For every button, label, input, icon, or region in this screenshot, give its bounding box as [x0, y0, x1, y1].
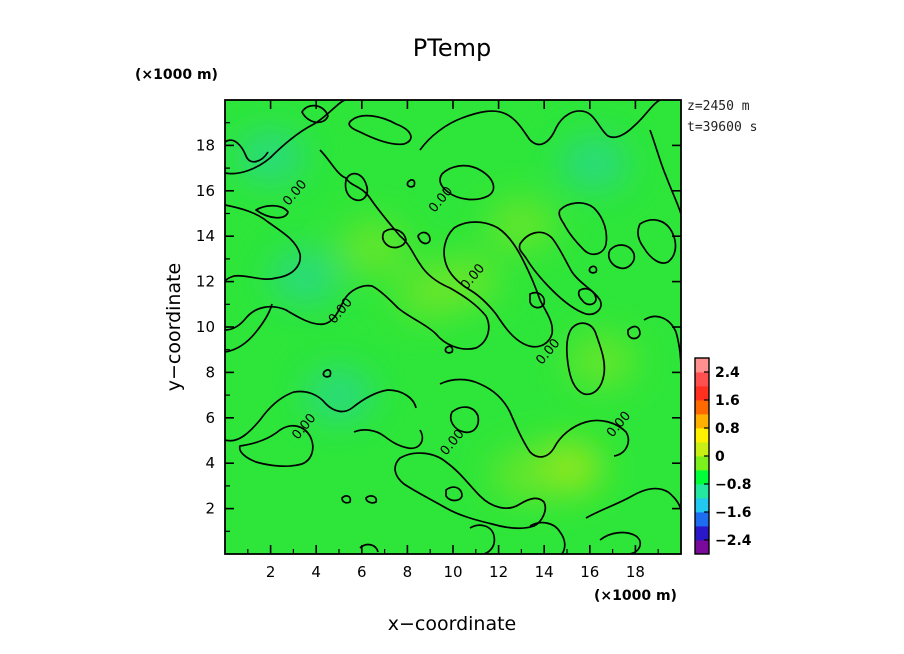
contour-line	[558, 202, 608, 256]
contour-line	[238, 424, 314, 468]
colorbar-swatch	[695, 470, 709, 485]
colorbar-swatch	[695, 456, 709, 471]
colorbar-tick-label: −1.6	[715, 505, 752, 521]
field-anomaly	[491, 448, 560, 501]
colorbar-swatch	[695, 358, 709, 373]
contour-line	[607, 244, 636, 270]
colorbar-swatch	[695, 484, 709, 499]
contour-line	[225, 303, 273, 353]
contour-line	[577, 287, 597, 306]
contour-line	[394, 452, 547, 530]
x-tick-label: 14	[535, 563, 554, 581]
contour-line	[585, 487, 681, 519]
y-tick-label: 8	[205, 363, 215, 381]
x-tick-label: 2	[266, 563, 276, 581]
contour-line	[439, 378, 630, 458]
contour-line	[529, 291, 546, 309]
contour-line	[225, 204, 302, 283]
colorbar-tick-label: 2.4	[715, 365, 740, 381]
contour-line	[225, 100, 347, 175]
contour-lines	[225, 100, 681, 554]
x-tick-label: 18	[626, 563, 645, 581]
y-tick-label: 12	[196, 273, 215, 291]
colorbar-tick-label: 0.8	[715, 421, 740, 437]
colorbar-swatch	[695, 526, 709, 541]
y-tick-label: 6	[205, 409, 215, 427]
x-axis: 2 4 6 8 10 12 14 16 18	[247, 100, 659, 581]
colorbar-swatch	[695, 498, 709, 513]
time-info: t=39600 s	[687, 120, 757, 135]
x-tick-label: 12	[489, 563, 508, 581]
colorbar-swatch	[695, 400, 709, 415]
contour-line	[353, 429, 424, 450]
y-axis-label: y−coordinate	[163, 263, 185, 392]
contour-line	[445, 486, 463, 502]
x-axis-label: x−coordinate	[388, 613, 517, 635]
contour-line	[225, 389, 417, 442]
contour-line	[381, 228, 407, 249]
contour-line	[439, 164, 495, 201]
y-tick-label: 18	[196, 136, 215, 154]
chart-title: PTemp	[413, 34, 491, 62]
x-unit-label: (×1000 m)	[594, 588, 677, 604]
y-tick-label: 10	[196, 318, 215, 336]
contour-line	[444, 345, 454, 354]
x-tick-label: 10	[443, 563, 462, 581]
x-tick-label: 6	[357, 563, 367, 581]
y-tick-label: 2	[205, 500, 215, 518]
x-tick-label: 4	[311, 563, 321, 581]
contour-line	[365, 495, 378, 504]
field-anomaly	[305, 369, 373, 422]
contour-line	[348, 114, 412, 146]
contour-line	[225, 149, 490, 350]
contour-line	[322, 369, 332, 378]
x-tick-label: 8	[403, 563, 413, 581]
contour-line	[469, 524, 496, 554]
x-tick-label: 16	[580, 563, 599, 581]
y-unit-label: (×1000 m)	[135, 67, 218, 83]
plot-area: 0.00 0.000.000.000.000.00 0.000.00	[225, 100, 681, 554]
contour-line	[255, 204, 289, 219]
contour-line	[588, 265, 598, 274]
field-anomaly	[560, 137, 629, 190]
contour-line	[419, 100, 661, 151]
contour-line	[443, 221, 554, 348]
colorbar-tick-label: −0.8	[715, 477, 752, 493]
field-anomaly	[567, 335, 636, 388]
y-tick-label: 16	[196, 182, 215, 200]
contour-line	[627, 325, 641, 340]
field-anomaly	[270, 251, 339, 304]
contour-line	[637, 219, 677, 264]
contour-line	[518, 231, 602, 316]
colorbar-swatch	[695, 372, 709, 387]
field-anomaly	[487, 198, 556, 251]
contour-line	[225, 139, 269, 163]
field-anomaly	[339, 221, 408, 274]
contour-line	[341, 495, 352, 504]
colorbar-tick-label: −2.4	[715, 533, 752, 549]
colorbar-swatch	[695, 414, 709, 429]
contour-line	[344, 172, 369, 202]
contour-line	[565, 322, 606, 396]
colorbar: 2.4 1.6 0.8 0 −0.8 −1.6 −2.4	[694, 357, 752, 555]
contour-line	[449, 406, 480, 434]
colorbar-tick-label: 1.6	[715, 393, 740, 409]
y-axis: 2 4 6 8 10 12 14 16 18	[196, 122, 681, 532]
contour-line	[406, 179, 416, 188]
colorbar-swatch	[695, 428, 709, 443]
colorbar-swatch	[695, 540, 709, 555]
colorbar-swatch	[695, 512, 709, 527]
y-tick-label: 14	[196, 227, 215, 245]
y-tick-label: 4	[205, 454, 215, 472]
colorbar-swatch	[695, 442, 709, 457]
height-info: z=2450 m	[687, 99, 750, 114]
contour-line	[599, 531, 642, 554]
contour-line	[417, 231, 431, 245]
contour-line	[301, 104, 329, 124]
contour-line	[649, 129, 681, 215]
colorbar-swatch	[695, 386, 709, 401]
colorbar-tick-label: 0	[715, 449, 725, 465]
contour-line	[529, 521, 566, 554]
